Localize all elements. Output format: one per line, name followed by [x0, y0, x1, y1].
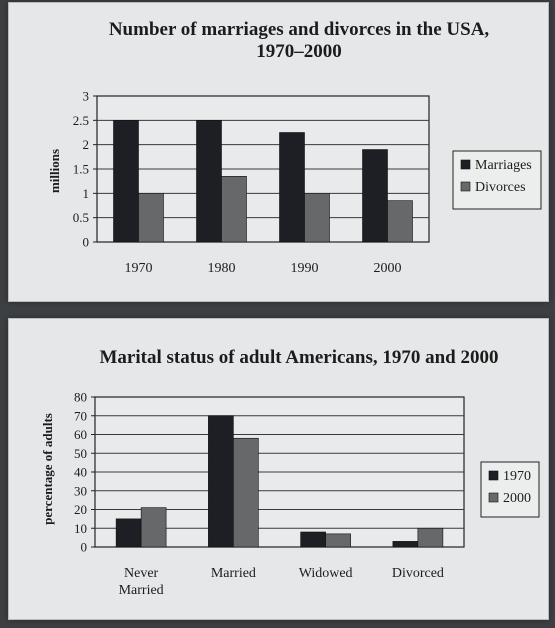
y-tick-label: 50 — [74, 446, 87, 461]
bar-marriages — [279, 132, 305, 243]
legend-label: Marriages — [475, 158, 532, 173]
bar-1970 — [300, 531, 326, 548]
y-tick-label: 80 — [74, 390, 87, 405]
y-tick-label: 30 — [74, 483, 87, 498]
y-tick-label: 60 — [74, 427, 87, 442]
chart-title: Number of marriages and divorces in the … — [109, 19, 490, 40]
legend-label: 2000 — [503, 491, 531, 506]
category-label: Married — [119, 583, 164, 598]
bar-1970 — [392, 541, 419, 548]
bar-2000 — [417, 527, 444, 548]
bar-marriages — [362, 149, 388, 243]
category-label: Married — [211, 566, 256, 581]
bar-1970 — [115, 518, 142, 548]
bar-2000 — [140, 507, 167, 548]
y-tick-label: 40 — [74, 465, 87, 480]
y-axis-label: percentage of adults — [40, 413, 55, 525]
marital-status-chart: Marital status of adult Americans, 1970 … — [40, 347, 540, 598]
bar-divorces — [387, 200, 413, 243]
category-label: Divorced — [392, 566, 444, 581]
bar-divorces — [304, 193, 330, 243]
y-tick-label: 0.5 — [73, 210, 89, 225]
bar-marriages — [196, 120, 222, 243]
legend-label: Divorces — [475, 180, 526, 195]
bar-2000 — [233, 437, 259, 548]
legend-swatch — [488, 470, 499, 481]
y-tick-label: 1.5 — [73, 162, 89, 177]
category-label: 1970 — [125, 261, 153, 276]
chart-title: 1970–2000 — [256, 41, 342, 62]
bar-divorces — [138, 193, 164, 243]
y-axis-label: millions — [47, 149, 62, 193]
y-tick-label: 0 — [81, 540, 88, 555]
category-label: Widowed — [299, 566, 353, 581]
marriages-divorces-chart-panel: Number of marriages and divorces in the … — [8, 2, 549, 302]
y-tick-label: 2 — [83, 137, 90, 152]
category-label: Never — [124, 566, 159, 581]
y-tick-label: 10 — [74, 521, 87, 536]
bar-marriages — [113, 120, 139, 243]
legend-swatch — [488, 492, 499, 503]
y-tick-label: 2.5 — [73, 113, 89, 128]
category-label: 1980 — [208, 261, 236, 276]
y-tick-label: 70 — [74, 408, 87, 423]
bar-1970 — [208, 415, 234, 548]
y-tick-label: 20 — [74, 502, 87, 517]
bar-2000 — [325, 533, 351, 548]
bar-divorces — [221, 176, 247, 243]
marital-status-chart-panel: Marital status of adult Americans, 1970 … — [8, 318, 549, 620]
marriages-divorces-chart: Number of marriages and divorces in the … — [47, 19, 542, 276]
chart-title: Marital status of adult Americans, 1970 … — [100, 347, 499, 368]
y-tick-label: 0 — [83, 235, 90, 250]
category-label: 1990 — [291, 261, 319, 276]
legend-label: 1970 — [503, 469, 531, 484]
category-label: 2000 — [374, 261, 402, 276]
y-tick-label: 3 — [83, 89, 90, 104]
legend-swatch — [460, 159, 471, 170]
legend-swatch — [460, 181, 471, 192]
y-tick-label: 1 — [83, 186, 90, 201]
